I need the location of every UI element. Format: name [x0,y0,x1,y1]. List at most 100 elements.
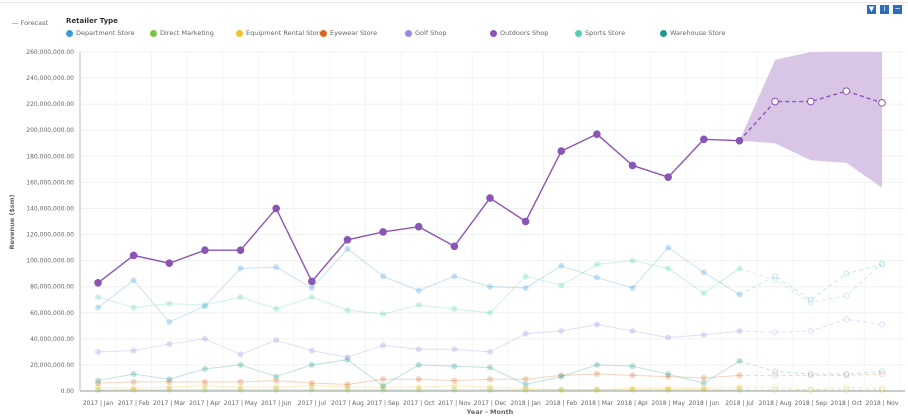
data-point [344,386,351,393]
data-point [344,307,351,314]
data-point [201,246,209,254]
series-line [97,373,740,385]
x-tick-label: 2017 | Apr [189,400,221,407]
data-point [487,309,493,316]
legend-item[interactable]: Golf Shop [405,29,447,37]
data-point [806,97,815,106]
x-tick-label: 2017 | Dec [474,400,507,407]
data-point [593,261,600,268]
data-point [273,305,280,312]
legend-title: Retailer Type [66,17,118,25]
data-point [130,378,137,385]
data-point [166,376,173,383]
data-point [166,378,173,385]
data-point [380,382,387,389]
data-point [807,386,814,393]
legend-swatch [490,29,497,37]
data-point [558,282,565,289]
forecast-line [738,90,883,142]
data-point [772,273,779,280]
data-point [273,377,280,384]
data-point [344,381,351,388]
data-point [558,262,565,269]
y-tick-label: 40,000,000.00 [30,336,74,343]
forecast-line [739,386,883,391]
data-point [842,87,851,95]
y-tick-label: 260,000,000.00 [26,49,74,56]
data-point [487,384,493,391]
data-point [843,372,850,379]
data-point [558,328,565,335]
data-point [558,386,565,393]
data-point [380,384,387,391]
legend-item[interactable]: Eyewear Store [320,29,377,37]
data-point [344,354,351,361]
legend-item[interactable]: Equipment Rental Store [236,29,323,37]
data-point [308,380,315,387]
data-point [772,277,779,284]
y-tick-label: 80,000,000.00 [30,284,74,291]
y-tick-label: 60,000,000.00 [30,310,74,317]
data-point [237,378,244,385]
data-point [237,386,244,393]
data-point [807,299,814,306]
data-point [736,265,743,272]
data-point [665,371,672,378]
data-point [700,290,707,297]
data-point [557,147,566,155]
x-tick-label: 2018 | Aug [759,400,792,407]
data-point [879,261,885,268]
data-point [237,294,244,301]
data-point [879,386,885,393]
data-point [487,283,493,290]
info-icon[interactable]: i [880,5,889,14]
data-point [95,380,101,387]
forecast-line [739,360,883,375]
x-tick-label: 2017 | May [224,400,258,407]
filter-icon[interactable]: ▼ [867,5,876,14]
legend-label: Equipment Rental Store [246,29,324,37]
legend-swatch [150,29,157,37]
data-point [665,265,672,272]
legend-item[interactable]: Direct Marketing [150,29,214,37]
data-point [771,97,779,106]
forecast-label: Forecast [20,19,49,27]
legend-item[interactable]: Outdoors Shop [490,29,548,37]
data-point [736,328,743,335]
legend-item[interactable]: Sports Store [575,29,625,37]
data-point [201,301,208,308]
data-point [807,296,814,303]
x-tick-label: 2017 | Mar [153,400,186,407]
data-point [665,373,672,380]
x-tick-label: 2017 | Aug [331,400,364,407]
data-point [879,371,885,378]
data-point [843,270,850,277]
data-point [95,377,101,384]
data-point [344,245,351,252]
data-point [735,136,744,145]
chart-icon[interactable]: ~ [893,5,902,14]
y-tick-label: 240,000,000.00 [26,75,74,82]
data-point [700,331,707,338]
data-point [380,311,387,318]
data-point [593,371,600,378]
legend-item[interactable]: Department Store [66,29,135,37]
legend-item[interactable]: Warehouse Store [660,29,725,37]
data-point [665,386,672,393]
data-point [522,330,529,337]
data-point [736,358,743,365]
series-line [97,246,740,323]
data-point [380,273,387,280]
y-axis-title: Revenue ($sm) [8,194,16,249]
data-point [273,264,280,271]
data-point [700,386,707,393]
data-point [522,381,529,388]
y-tick-label: 160,000,000.00 [26,179,74,186]
data-point [736,384,743,391]
forecast-band [739,52,882,188]
data-point [772,386,779,393]
data-point [415,386,422,393]
data-point [201,378,208,385]
data-point [843,371,850,378]
